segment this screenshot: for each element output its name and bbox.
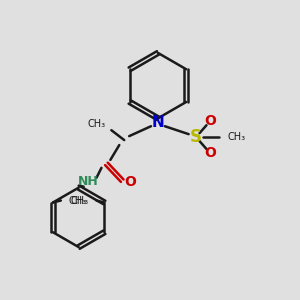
Text: CH₃: CH₃ [69,196,87,206]
Text: NH: NH [78,175,99,188]
Text: CH₃: CH₃ [87,119,105,129]
Text: CH₃: CH₃ [70,196,88,206]
Text: O: O [205,146,216,160]
Text: S: S [190,128,202,146]
Text: CH₃: CH₃ [227,132,245,142]
Text: N: N [152,115,164,130]
Text: O: O [205,114,216,128]
Text: O: O [124,175,136,189]
